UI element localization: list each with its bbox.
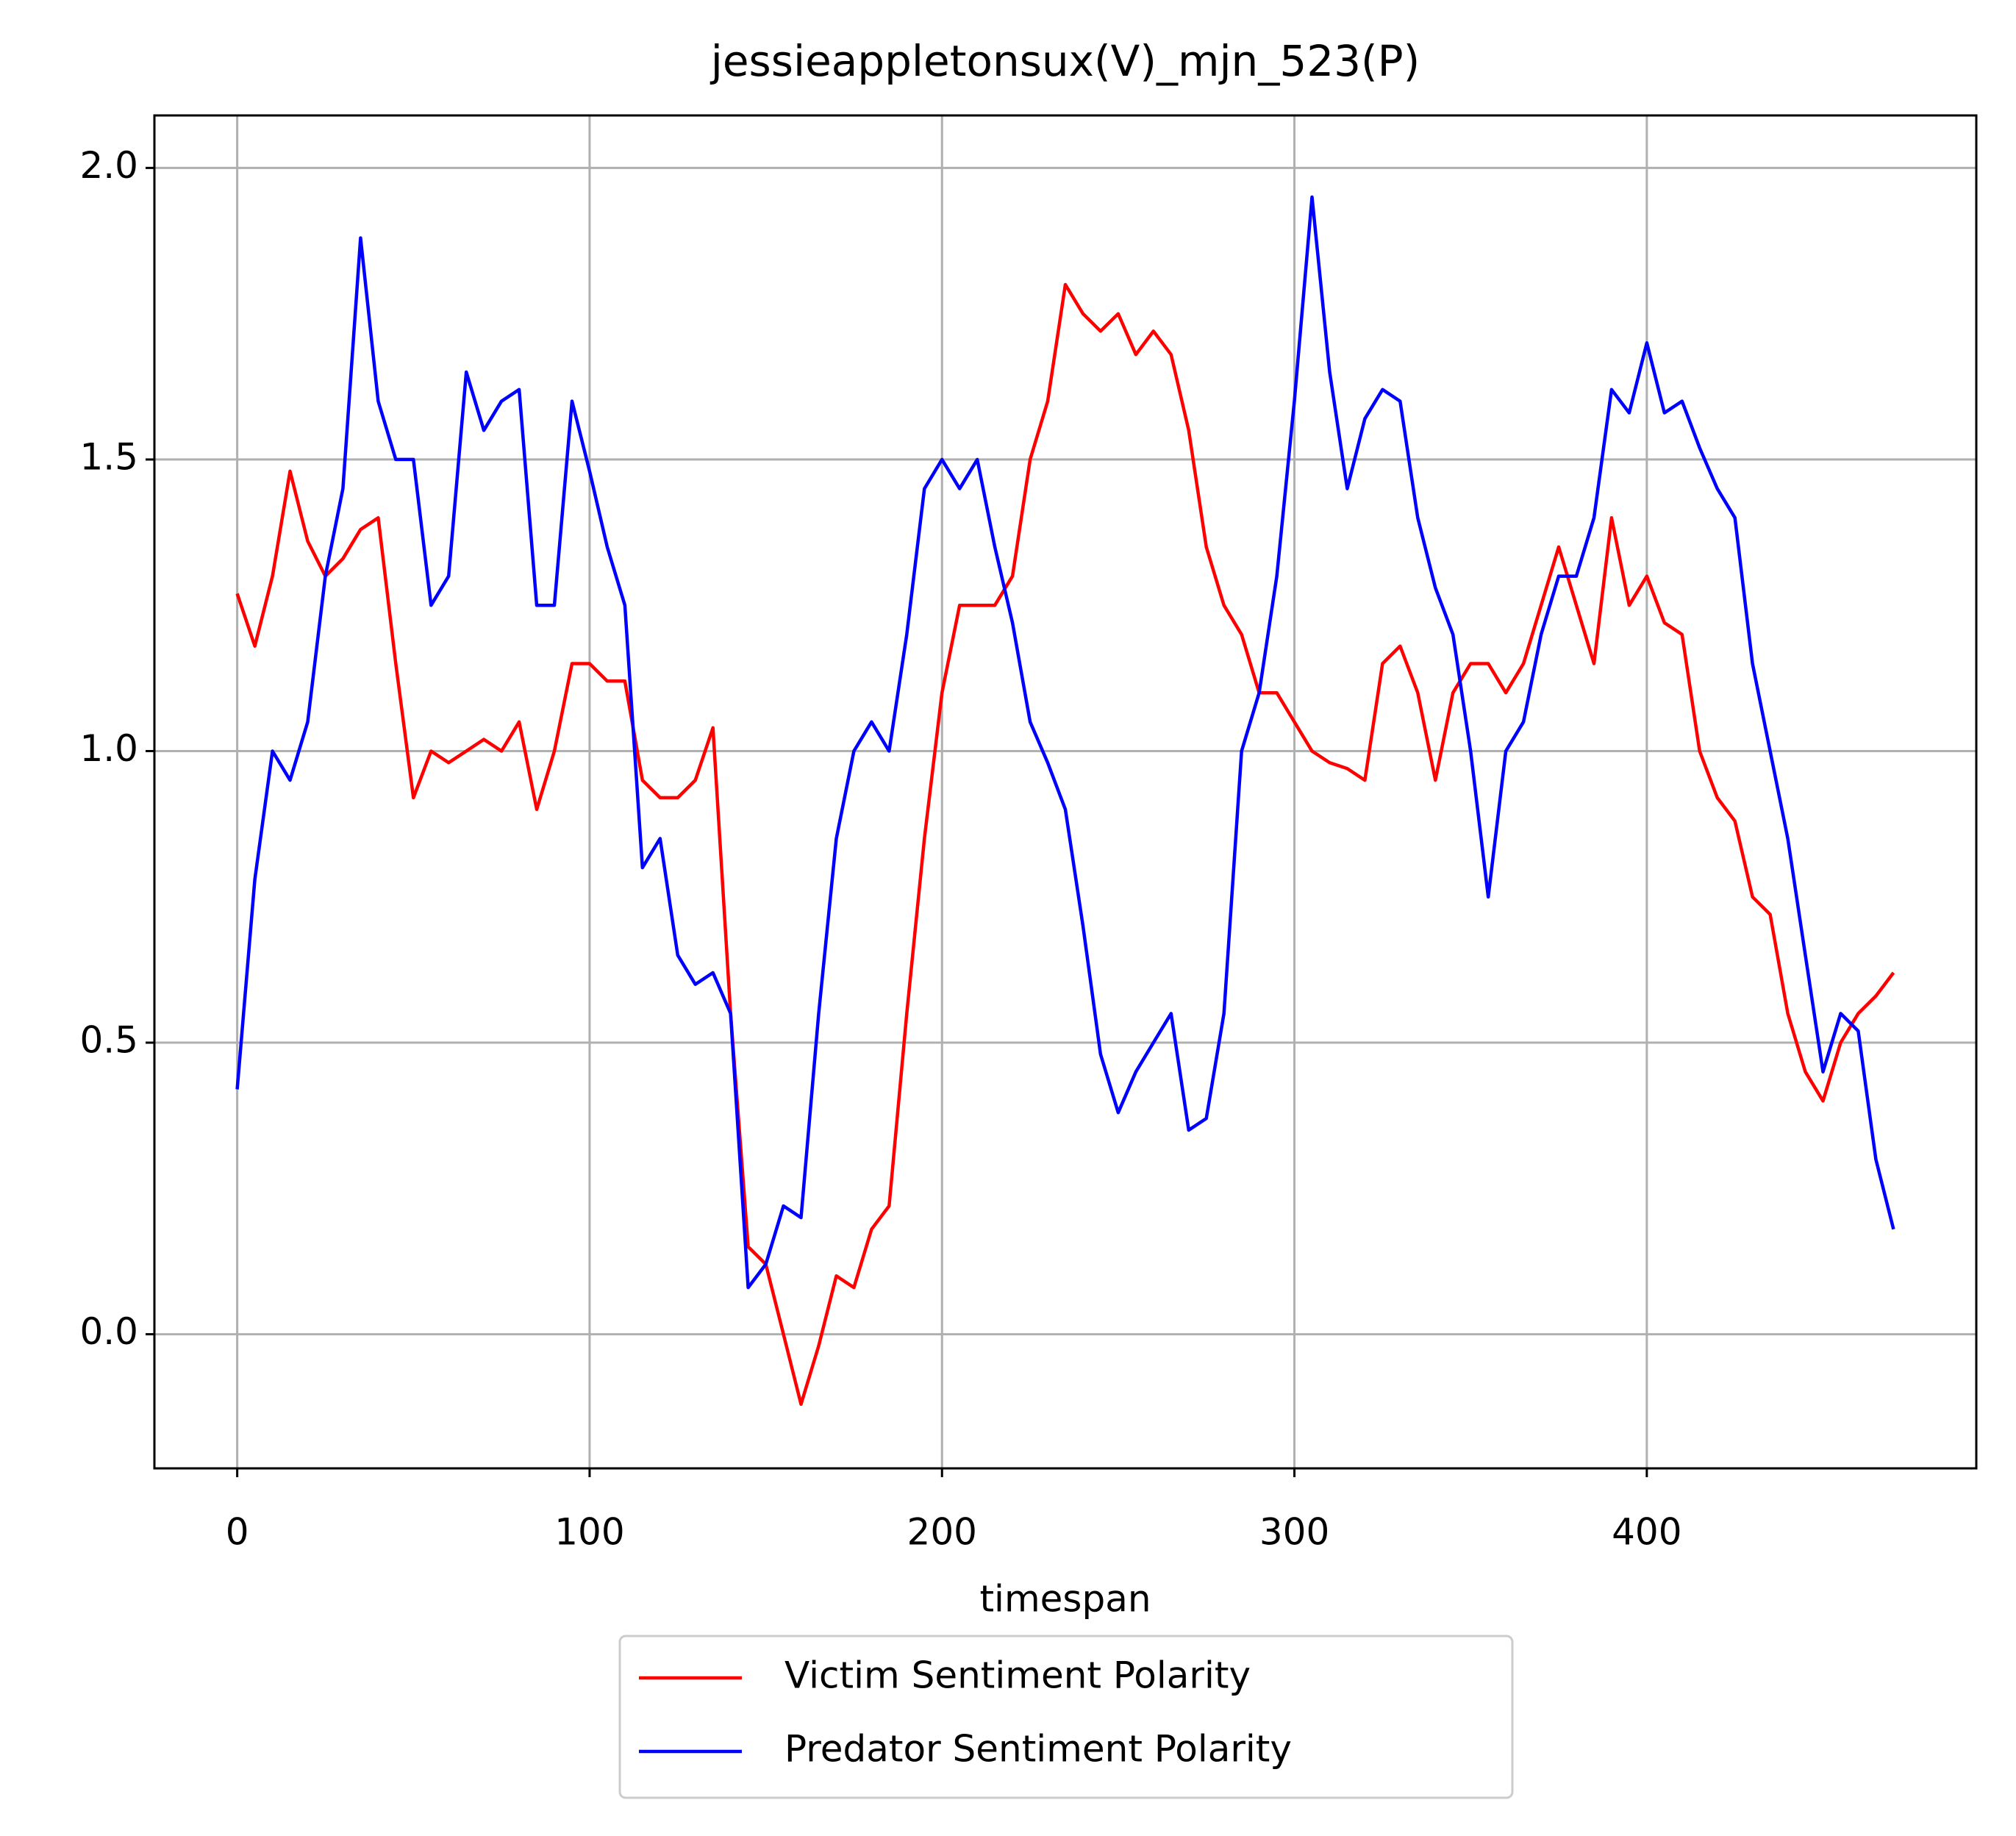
y-tick-label: 1.5 [79, 435, 138, 478]
x-tick-label: 0 [226, 1511, 249, 1554]
x-axis-label: timespan [979, 1578, 1151, 1621]
y-tick-label: 0.5 [79, 1019, 138, 1062]
legend-label: Predator Sentiment Polarity [784, 1728, 1292, 1771]
series-line [235, 282, 1895, 1407]
y-tick-label: 2.0 [79, 144, 138, 187]
x-tick-label: 100 [554, 1511, 624, 1554]
series-line [235, 195, 1895, 1290]
chart-title: jessieappletonsux(V)_mjn_523(P) [709, 36, 1420, 86]
y-tick-label: 0.0 [79, 1310, 138, 1353]
legend-box [618, 1635, 1514, 1799]
x-tick-label: 200 [907, 1511, 977, 1554]
y-tick-label: 1.0 [79, 727, 138, 770]
x-tick-label: 400 [1612, 1511, 1681, 1554]
x-tick-label: 300 [1259, 1511, 1329, 1554]
plot-frame [153, 114, 1978, 1470]
legend-label: Victim Sentiment Polarity [784, 1654, 1251, 1697]
